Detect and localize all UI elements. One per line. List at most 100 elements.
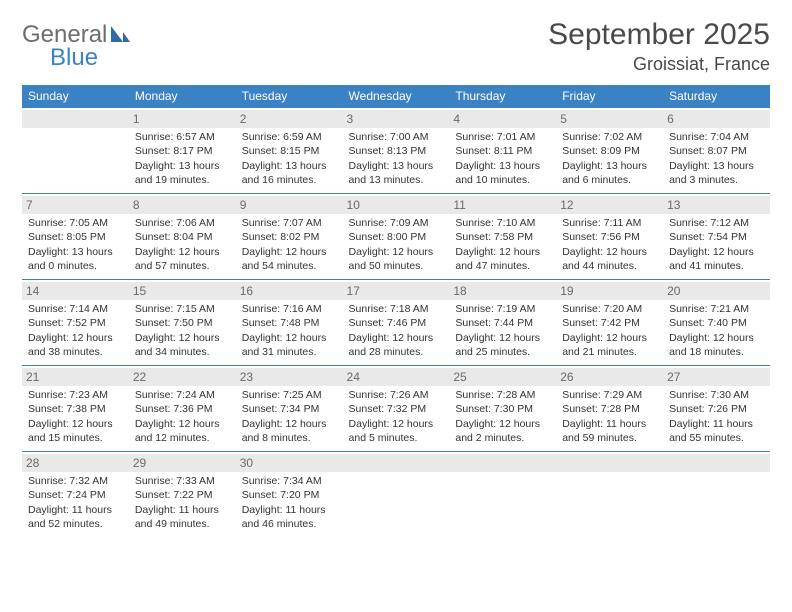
day-number: 27 [663, 368, 770, 386]
sunset-line: Sunset: 8:04 PM [135, 230, 230, 244]
day-number: 6 [663, 110, 770, 128]
sunset-line: Sunset: 7:50 PM [135, 316, 230, 330]
weekday-header: Monday [129, 85, 236, 108]
week-row: 14Sunrise: 7:14 AMSunset: 7:52 PMDayligh… [22, 280, 770, 366]
day-cell: 22Sunrise: 7:24 AMSunset: 7:36 PMDayligh… [129, 366, 236, 452]
day-cell: 7Sunrise: 7:05 AMSunset: 8:05 PMDaylight… [22, 194, 129, 280]
sunset-line: Sunset: 7:22 PM [135, 488, 230, 502]
day-info: Sunrise: 7:00 AMSunset: 8:13 PMDaylight:… [347, 130, 446, 187]
sunrise-line: Sunrise: 7:05 AM [28, 216, 123, 230]
daylight-line: Daylight: 12 hours and 50 minutes. [349, 245, 444, 273]
day-cell: 8 Sunrise: 7:06 AMSunset: 8:04 PMDaylight… [129, 194, 236, 280]
day-number: 18 [449, 282, 556, 300]
daylight-line: Daylight: 13 hours and 6 minutes. [562, 159, 657, 187]
day-info: Sunrise: 6:59 AMSunset: 8:15 PMDaylight:… [240, 130, 339, 187]
sunrise-line: Sunrise: 7:29 AM [562, 388, 657, 402]
daylight-line: Daylight: 12 hours and 38 minutes. [28, 331, 123, 359]
day-info: Sunrise: 7:05 AMSunset: 8:05 PMDaylight:… [26, 216, 125, 273]
day-number: 13 [663, 196, 770, 214]
day-cell: 27 Sunrise: 7:30 AMSunset: 7:26 PMDayligh… [663, 366, 770, 452]
sunset-line: Sunset: 8:05 PM [28, 230, 123, 244]
sunrise-line: Sunrise: 7:18 AM [349, 302, 444, 316]
day-info: Sunrise: 7:30 AMSunset: 7:26 PMDaylight:… [667, 388, 766, 445]
day-cell: 18 Sunrise: 7:19 AMSunset: 7:44 PMDayligh… [449, 280, 556, 366]
header: General Blue September 2025 Groissiat, F… [22, 18, 770, 75]
daynum-bar-empty [343, 454, 450, 472]
day-info: Sunrise: 7:20 AMSunset: 7:42 PMDaylight:… [560, 302, 659, 359]
day-info: Sunrise: 7:29 AMSunset: 7:28 PMDaylight:… [560, 388, 659, 445]
sunset-line: Sunset: 7:36 PM [135, 402, 230, 416]
daylight-line: Daylight: 11 hours and 49 minutes. [135, 503, 230, 531]
day-info: Sunrise: 7:33 AMSunset: 7:22 PMDaylight:… [133, 474, 232, 531]
day-info: Sunrise: 7:01 AMSunset: 8:11 PMDaylight:… [453, 130, 552, 187]
daylight-line: Daylight: 11 hours and 52 minutes. [28, 503, 123, 531]
daylight-line: Daylight: 13 hours and 0 minutes. [28, 245, 123, 273]
day-cell: 17Sunrise: 7:18 AMSunset: 7:46 PMDayligh… [343, 280, 450, 366]
sunrise-line: Sunrise: 7:34 AM [242, 474, 337, 488]
daylight-line: Daylight: 12 hours and 54 minutes. [242, 245, 337, 273]
sunrise-line: Sunrise: 7:23 AM [28, 388, 123, 402]
daylight-line: Daylight: 13 hours and 3 minutes. [669, 159, 764, 187]
sunset-line: Sunset: 7:40 PM [669, 316, 764, 330]
daynum-bar-empty [556, 454, 663, 472]
calendar-page: General Blue September 2025 Groissiat, F… [0, 0, 792, 556]
sunset-line: Sunset: 8:11 PM [455, 144, 550, 158]
sunrise-line: Sunrise: 7:25 AM [242, 388, 337, 402]
day-info: Sunrise: 7:11 AMSunset: 7:56 PMDaylight:… [560, 216, 659, 273]
location: Groissiat, France [548, 54, 770, 75]
sunset-line: Sunset: 8:15 PM [242, 144, 337, 158]
sunset-line: Sunset: 8:17 PM [135, 144, 230, 158]
day-info: Sunrise: 7:06 AMSunset: 8:04 PMDaylight:… [133, 216, 232, 273]
sunrise-line: Sunrise: 6:57 AM [135, 130, 230, 144]
calendar-body: 1Sunrise: 6:57 AMSunset: 8:17 PMDaylight… [22, 108, 770, 538]
sunrise-line: Sunrise: 7:02 AM [562, 130, 657, 144]
day-info: Sunrise: 7:25 AMSunset: 7:34 PMDaylight:… [240, 388, 339, 445]
sunset-line: Sunset: 7:56 PM [562, 230, 657, 244]
day-number: 3 [343, 110, 450, 128]
day-number: 15 [129, 282, 236, 300]
sunrise-line: Sunrise: 6:59 AM [242, 130, 337, 144]
day-cell: 24Sunrise: 7:26 AMSunset: 7:32 PMDayligh… [343, 366, 450, 452]
day-info: Sunrise: 7:16 AMSunset: 7:48 PMDaylight:… [240, 302, 339, 359]
sunset-line: Sunset: 7:42 PM [562, 316, 657, 330]
daylight-line: Daylight: 12 hours and 28 minutes. [349, 331, 444, 359]
sunrise-line: Sunrise: 7:28 AM [455, 388, 550, 402]
daylight-line: Daylight: 12 hours and 31 minutes. [242, 331, 337, 359]
day-cell: 9Sunrise: 7:07 AMSunset: 8:02 PMDaylight… [236, 194, 343, 280]
day-info: Sunrise: 7:19 AMSunset: 7:44 PMDaylight:… [453, 302, 552, 359]
sunset-line: Sunset: 8:02 PM [242, 230, 337, 244]
daylight-line: Daylight: 12 hours and 47 minutes. [455, 245, 550, 273]
day-number: 22 [129, 368, 236, 386]
day-info: Sunrise: 7:09 AMSunset: 8:00 PMDaylight:… [347, 216, 446, 273]
day-info: Sunrise: 6:57 AMSunset: 8:17 PMDaylight:… [133, 130, 232, 187]
sunset-line: Sunset: 7:44 PM [455, 316, 550, 330]
day-number: 28 [22, 454, 129, 472]
sunrise-line: Sunrise: 7:30 AM [669, 388, 764, 402]
sunset-line: Sunset: 7:20 PM [242, 488, 337, 502]
day-cell: 29Sunrise: 7:33 AMSunset: 7:22 PMDayligh… [129, 452, 236, 538]
sunrise-line: Sunrise: 7:06 AM [135, 216, 230, 230]
day-number: 23 [236, 368, 343, 386]
daylight-line: Daylight: 12 hours and 2 minutes. [455, 417, 550, 445]
day-number: 8 [129, 196, 236, 214]
day-info: Sunrise: 7:14 AMSunset: 7:52 PMDaylight:… [26, 302, 125, 359]
daylight-line: Daylight: 12 hours and 34 minutes. [135, 331, 230, 359]
day-number: 10 [343, 196, 450, 214]
daylight-line: Daylight: 12 hours and 8 minutes. [242, 417, 337, 445]
title-block: September 2025 Groissiat, France [548, 18, 770, 75]
day-info: Sunrise: 7:12 AMSunset: 7:54 PMDaylight:… [667, 216, 766, 273]
day-info: Sunrise: 7:23 AMSunset: 7:38 PMDaylight:… [26, 388, 125, 445]
day-cell: 15Sunrise: 7:15 AMSunset: 7:50 PMDayligh… [129, 280, 236, 366]
daylight-line: Daylight: 11 hours and 46 minutes. [242, 503, 337, 531]
sunrise-line: Sunrise: 7:01 AM [455, 130, 550, 144]
day-number: 1 [129, 110, 236, 128]
week-row: 7Sunrise: 7:05 AMSunset: 8:05 PMDaylight… [22, 194, 770, 280]
logo: General Blue [22, 18, 131, 70]
sunset-line: Sunset: 8:09 PM [562, 144, 657, 158]
day-cell: 2Sunrise: 6:59 AMSunset: 8:15 PMDaylight… [236, 108, 343, 194]
day-cell: 4Sunrise: 7:01 AMSunset: 8:11 PMDaylight… [449, 108, 556, 194]
day-number: 16 [236, 282, 343, 300]
day-number: 20 [663, 282, 770, 300]
daylight-line: Daylight: 13 hours and 10 minutes. [455, 159, 550, 187]
sunset-line: Sunset: 8:00 PM [349, 230, 444, 244]
